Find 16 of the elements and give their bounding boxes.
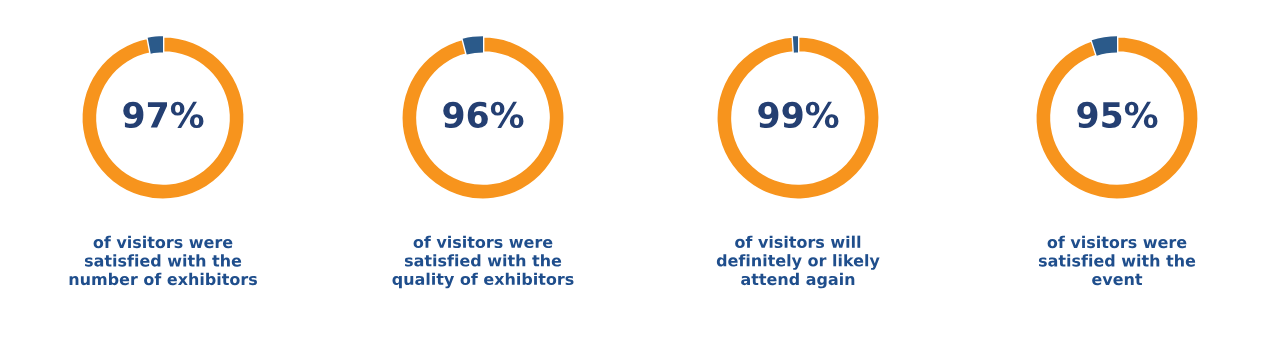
text: of visitors were satisfied with the event (1038, 235, 1196, 286)
donut-slice (714, 34, 882, 202)
donut-slice (1033, 34, 1201, 202)
text: of visitors were satisfied with the quality of exhibitors (392, 235, 574, 289)
data-label: 97% (123, 101, 204, 129)
data-label: 95% (1077, 101, 1158, 129)
data-label: 96% (443, 101, 524, 129)
text: of visitors were satisfied with the number of exhibitors (69, 235, 257, 286)
text: of visitors will definitely or likely attend again (716, 235, 880, 289)
donut-slice (147, 36, 163, 54)
donut-slice (1091, 36, 1117, 56)
donut-slice (399, 34, 567, 202)
donut-slice (792, 36, 798, 53)
donut-slice (462, 36, 483, 55)
donut-slice (79, 34, 247, 202)
data-label: 99% (758, 101, 839, 129)
